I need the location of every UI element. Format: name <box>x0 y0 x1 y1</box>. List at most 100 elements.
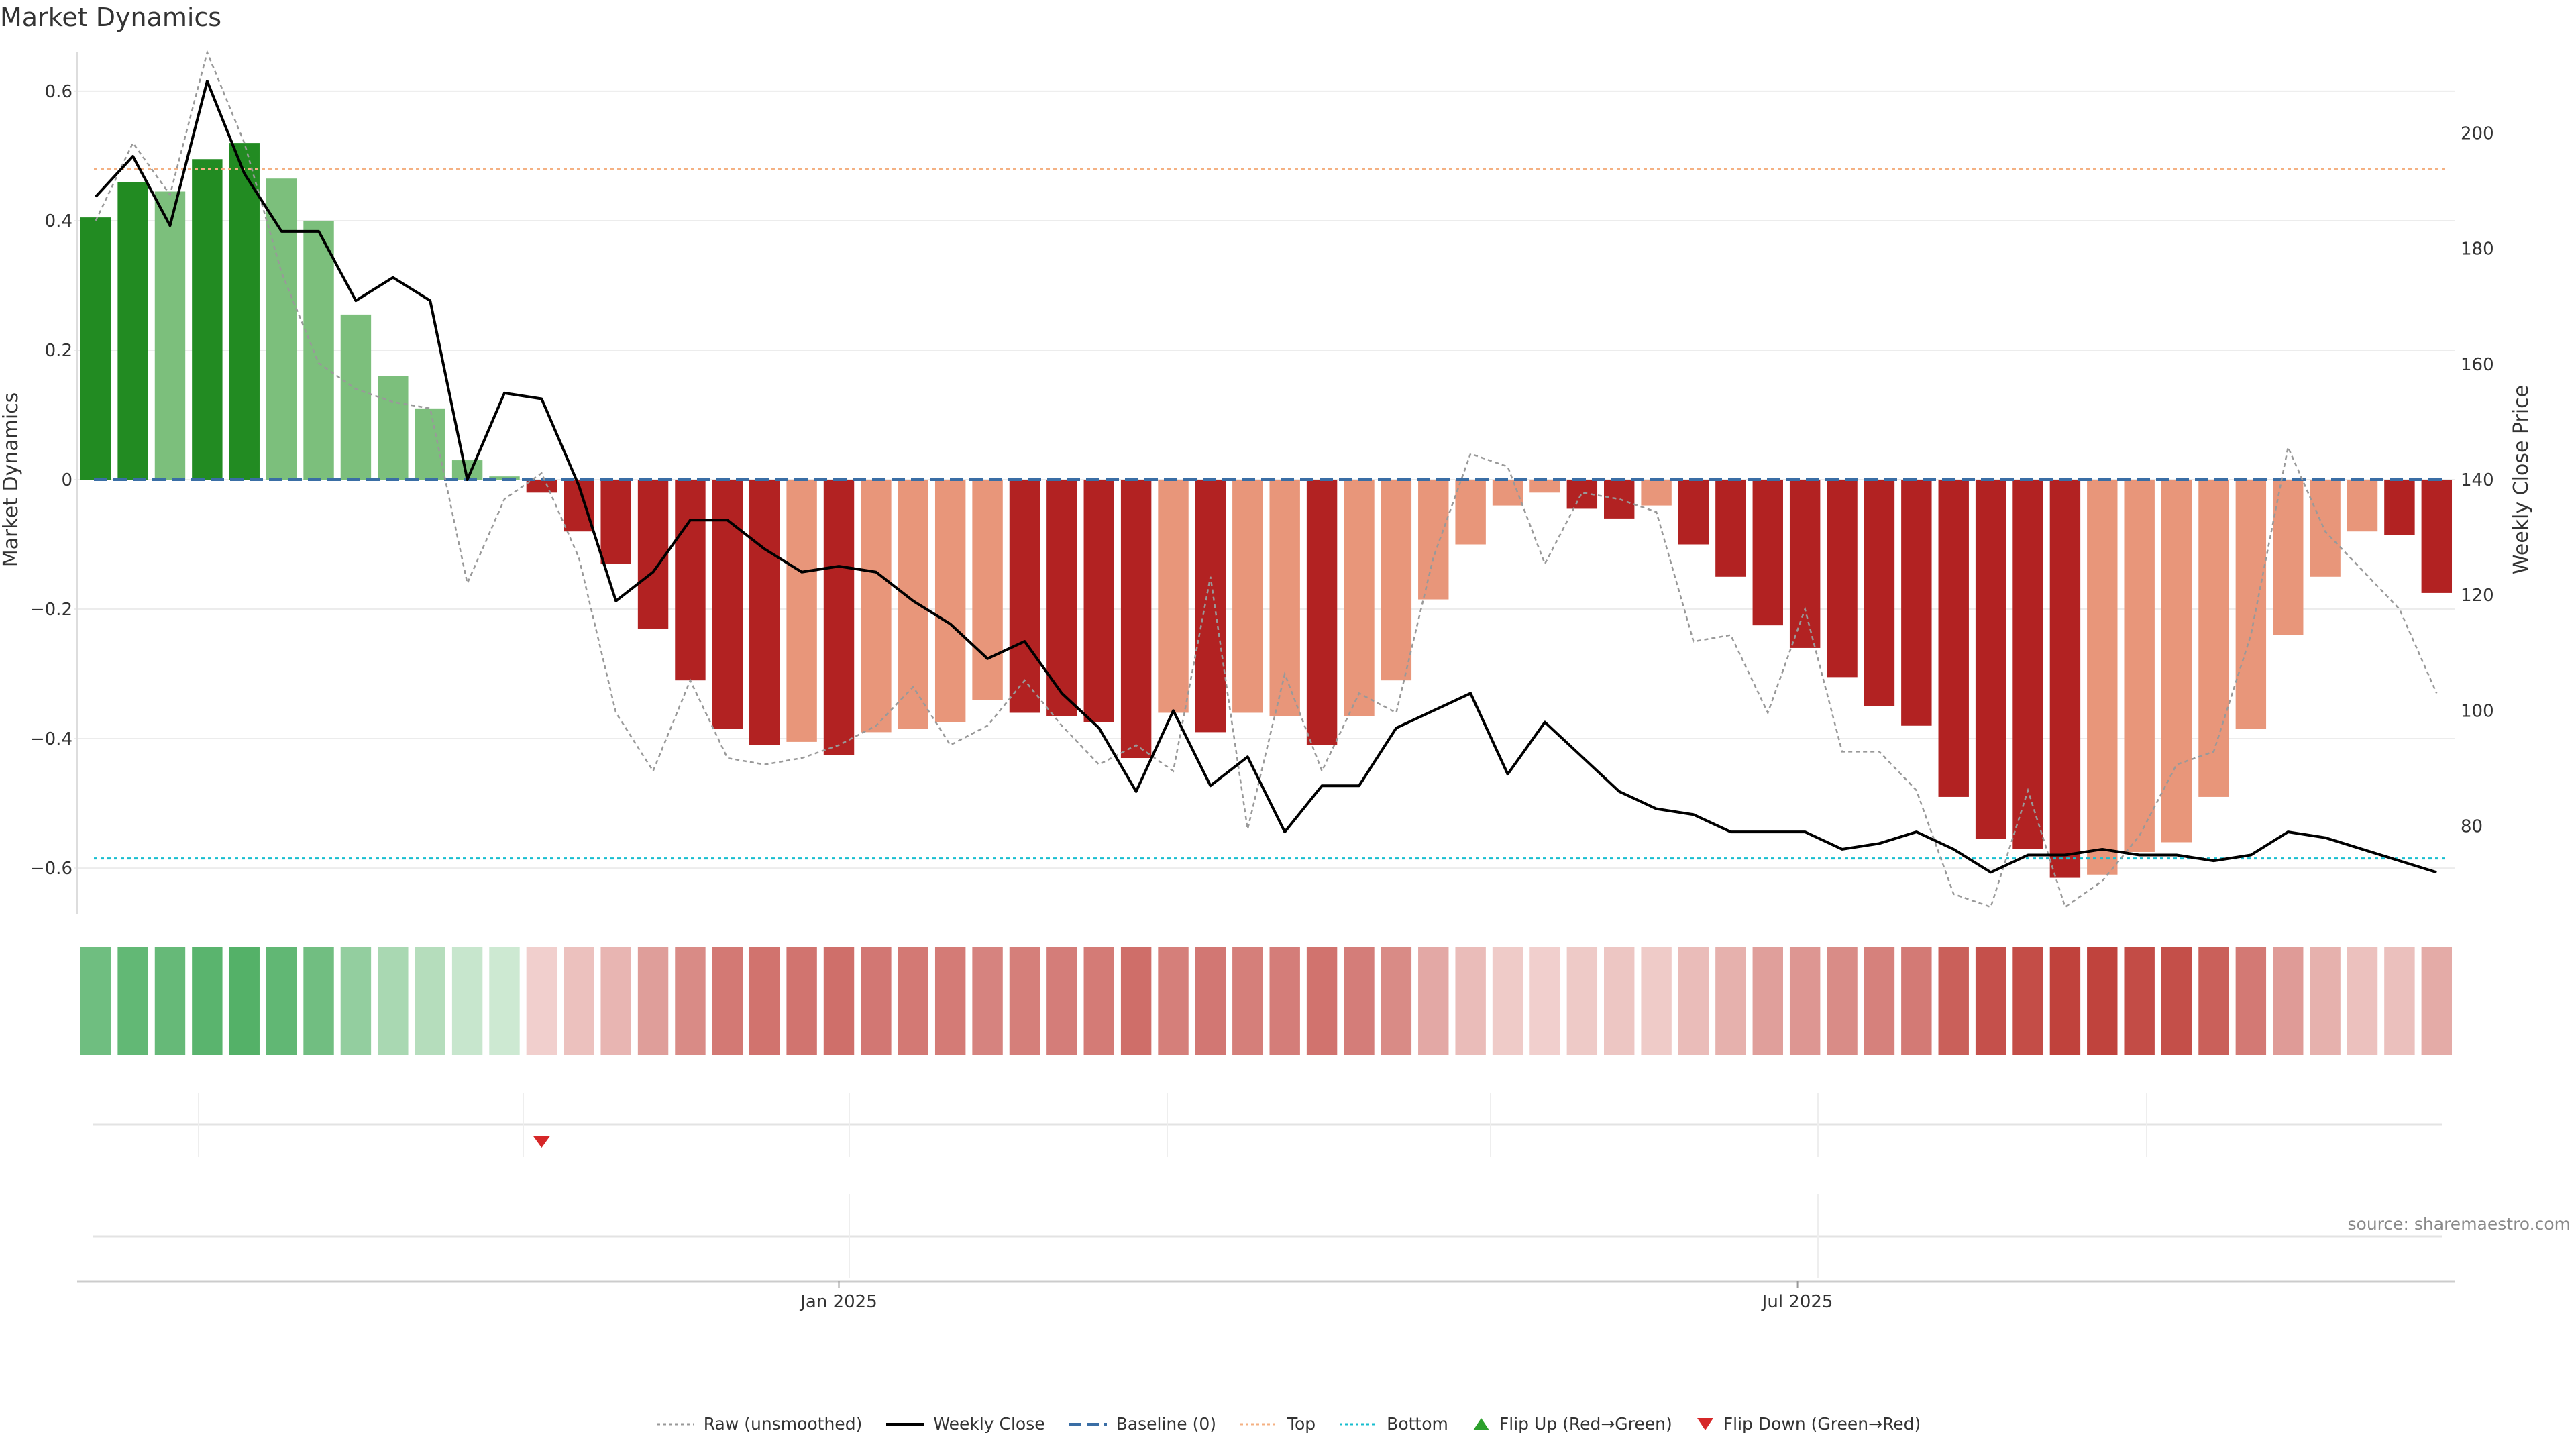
dynamics-bar <box>1418 480 1449 600</box>
strip-cell <box>861 947 892 1055</box>
strip-cell <box>1938 947 1969 1055</box>
flip-down-icon <box>1697 1417 1713 1430</box>
dynamics-bar <box>1232 480 1263 713</box>
legend-raw-swatch <box>656 1423 694 1425</box>
dynamics-bar <box>600 480 631 564</box>
legend-bottom[interactable]: Bottom <box>1338 1414 1448 1434</box>
strip-cell <box>1306 947 1338 1055</box>
strip-cell <box>2235 947 2267 1055</box>
flip-panel <box>93 1093 2442 1278</box>
strip-cell <box>2384 947 2415 1055</box>
legend-raw[interactable]: Raw (unsmoothed) <box>655 1414 863 1434</box>
dynamics-bar <box>415 408 445 480</box>
strip-cell <box>1715 947 1746 1055</box>
dynamics-bar <box>898 480 928 729</box>
dynamics-bar <box>340 314 372 480</box>
strip-cell <box>972 947 1003 1055</box>
legend-baseline[interactable]: Baseline (0) <box>1068 1414 1216 1434</box>
y2-tick-label: 140 <box>2461 470 2494 490</box>
strip-cell <box>564 947 594 1055</box>
dynamics-bar <box>1529 480 1560 493</box>
dynamics-bar <box>2235 480 2267 729</box>
dynamics-bar <box>2198 480 2229 797</box>
legend-weekly-close-label: Weekly Close <box>933 1414 1045 1434</box>
strip-cell <box>1046 947 1077 1055</box>
y2-tick-label: 120 <box>2461 586 2494 606</box>
legend-weekly-close[interactable]: Weekly Close <box>885 1414 1045 1434</box>
strip-cell <box>1678 947 1709 1055</box>
legend-flip-down-label: Flip Down (Green→Red) <box>1723 1414 1921 1434</box>
dynamics-bar <box>1789 480 1821 648</box>
legend-flip-down[interactable]: Flip Down (Green→Red) <box>1695 1414 1921 1434</box>
dynamics-bar <box>2012 480 2043 849</box>
strip-cell <box>898 947 928 1055</box>
dynamics-bar <box>80 217 111 480</box>
dynamics-bar <box>1344 480 1375 716</box>
legend-flip-up-label: Flip Up (Red→Green) <box>1499 1414 1672 1434</box>
strip-cell <box>1641 947 1672 1055</box>
dynamics-bar <box>934 480 966 722</box>
strip-cell <box>2012 947 2043 1055</box>
y-tick-label: 0.6 <box>45 82 72 102</box>
strip-cell <box>451 947 483 1055</box>
strip-cell <box>489 947 520 1055</box>
y2-tick-label: 180 <box>2461 239 2494 260</box>
strip-cell <box>1418 947 1449 1055</box>
strip-cell <box>1232 947 1263 1055</box>
strip-cell <box>675 947 706 1055</box>
dynamics-bar <box>1901 480 1932 726</box>
axes: 0.6 0.4 0.2 0 −0.2 −0.4 −0.6 200 180 160 140 120 100… <box>0 52 2533 1312</box>
flip-down-marker <box>533 1136 551 1148</box>
strip-cell <box>378 947 409 1055</box>
legend-baseline-swatch <box>1069 1422 1107 1426</box>
strip-cell <box>1529 947 1560 1055</box>
chart-title: Market Dynamics <box>0 3 222 32</box>
raw-line <box>95 50 2438 908</box>
strip-cell <box>1344 947 1375 1055</box>
legend-weekly-close-swatch <box>886 1422 924 1426</box>
dynamics-bar <box>2049 480 2081 878</box>
strip-cell <box>229 947 260 1055</box>
legend-raw-label: Raw (unsmoothed) <box>703 1414 863 1434</box>
strip-cell <box>2087 947 2118 1055</box>
dynamics-bar <box>378 376 409 480</box>
dynamics-bar <box>1864 480 1895 706</box>
dynamics-bar <box>2347 480 2378 532</box>
y-axis-title: Market Dynamics <box>0 392 23 568</box>
strip-cell <box>823 947 855 1055</box>
legend-top[interactable]: Top <box>1239 1414 1316 1434</box>
y2-tick-label: 160 <box>2461 355 2494 375</box>
dynamics-bar <box>303 220 334 480</box>
dynamics-bar <box>1492 480 1523 506</box>
dynamics-bar <box>489 476 520 480</box>
strip-cell <box>2124 947 2155 1055</box>
legend-top-label: Top <box>1287 1414 1316 1434</box>
dynamics-bar <box>1604 480 1635 519</box>
dynamics-bar <box>637 480 669 629</box>
dynamics-bar <box>1083 480 1114 722</box>
dynamics-bar <box>1938 480 1969 797</box>
strip-cell <box>1083 947 1114 1055</box>
y-tick-label: −0.4 <box>30 729 72 749</box>
dynamics-bar <box>2273 480 2304 635</box>
strip-cell <box>1269 947 1300 1055</box>
strip-cell <box>2310 947 2341 1055</box>
dynamics-bar <box>712 480 743 729</box>
dynamics-bar <box>675 480 706 681</box>
strip-cell <box>1864 947 1895 1055</box>
strip-cell <box>2347 947 2378 1055</box>
strip-cell <box>637 947 669 1055</box>
strip-cell <box>415 947 445 1055</box>
dynamics-bar <box>1381 480 1412 681</box>
legend-flip-up[interactable]: Flip Up (Red→Green) <box>1471 1414 1672 1434</box>
strip-cell <box>1009 947 1040 1055</box>
legend: Raw (unsmoothed) Weekly Close Baseline (… <box>0 1414 2576 1434</box>
y-tick-label: 0.4 <box>45 211 72 231</box>
dynamics-bar <box>1306 480 1338 745</box>
dynamics-bar <box>2310 480 2341 577</box>
y2-tick-label: 200 <box>2461 124 2494 144</box>
strip-cell <box>600 947 631 1055</box>
strip-cell <box>1901 947 1932 1055</box>
legend-top-swatch <box>1240 1423 1278 1425</box>
y2-axis-title: Weekly Close Price <box>2510 385 2533 574</box>
